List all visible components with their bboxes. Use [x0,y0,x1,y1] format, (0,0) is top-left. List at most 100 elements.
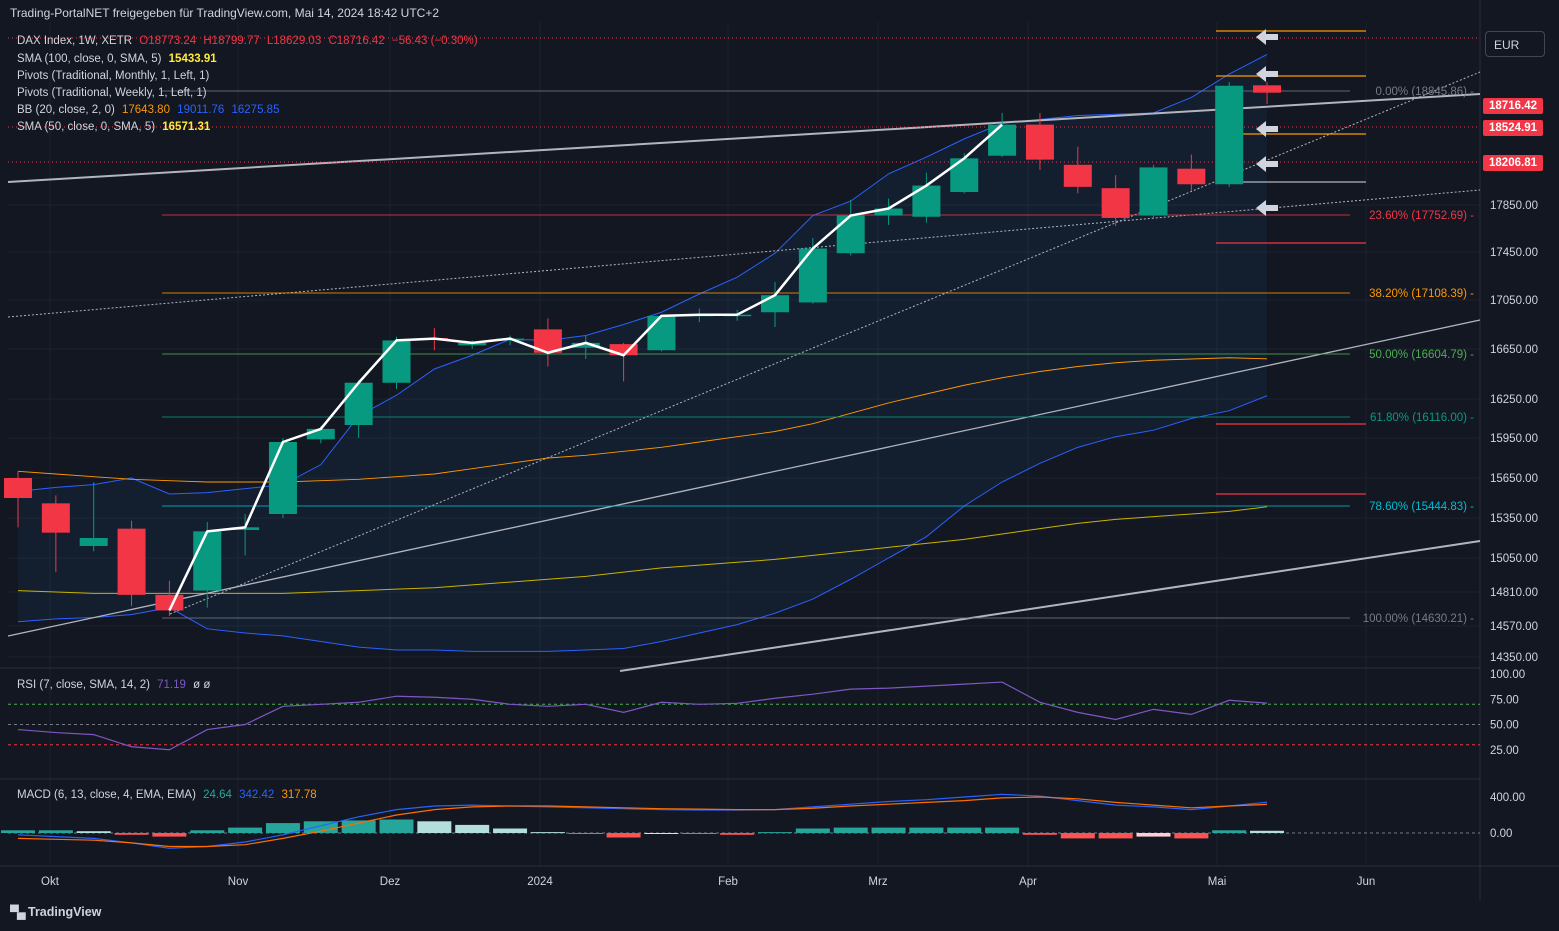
x-tick-2: Dez [380,876,401,888]
macd-hist-bar-33 [1250,830,1285,833]
macd-tick-0: 400.00 [1490,792,1525,804]
y-tick-1: 17450.00 [1490,247,1538,259]
y-tick-2: 17050.00 [1490,295,1538,307]
legend-macd: MACD (6, 13, close, 4, EMA, EMA) 24.64 3… [17,789,317,801]
macd-hist-bar-6 [228,827,263,833]
tradingview-logo[interactable]: ▀▄ TradingView [10,905,101,919]
legend-sma100-value: 15433.91 [168,53,217,65]
x-tick-1: Nov [228,876,249,888]
macd-hist-bar-10 [379,819,414,833]
macd-hist-bar-14 [530,832,565,834]
y-tick-4: 16250.00 [1490,394,1538,406]
candle-body-16 [609,344,638,356]
pivot-arrow-icon-0 [1256,29,1278,45]
last-price-label: 18716.42 [1483,98,1543,114]
x-tick-3: 2024 [527,876,553,888]
candle-body-26 [988,124,1017,156]
legend-pivots-weekly: Pivots (Traditional, Weekly, 1, Left, 1) [17,87,207,99]
legend-macd-label: MACD (6, 13, close, 4, EMA, EMA) [17,789,196,801]
legend-rsi-extra: ø ø [193,679,211,691]
fib-label-6: 100.00% (14630.21) - [1363,613,1474,625]
candle-body-33 [1253,85,1282,93]
legend-bb: BB (20, close, 2, 0) 17643.80 19011.76 1… [17,104,279,116]
candle-body-7 [268,442,297,514]
candle-body-29 [1101,188,1130,218]
candle-body-25 [950,158,979,193]
x-tick-4: Feb [718,876,738,888]
candle-body-1 [41,503,70,533]
fib-label-1: 23.60% (17752.69) - [1369,210,1474,222]
legend-macd-signal: 317.78 [281,789,317,801]
candle-body-0 [4,478,32,498]
candle-body-15 [571,342,600,348]
macd-hist-bar-18 [682,833,717,834]
candle-body-31 [1177,168,1206,185]
x-tick-5: Mrz [868,876,887,888]
y-tick-8: 15050.00 [1490,553,1538,565]
macd-hist-bar-16 [606,833,641,838]
candle-body-4 [155,594,184,611]
pivot-arrow-icon-2 [1256,121,1278,137]
pivot-price-label-2: 18206.81 [1483,155,1543,171]
legend-sma50: SMA (50, close, 0, SMA, 5) 16571.31 [17,121,210,133]
legend-high: H18799.77 [203,35,260,47]
legend-macd-hist: 24.64 [203,789,232,801]
macd-hist-bar-25 [947,827,982,833]
legend-bb-upper: 19011.76 [177,104,225,116]
macd-hist-bar-12 [455,824,490,833]
legend-symbol: DAX Index, 1W, XETR [17,35,133,47]
rsi-tick-0: 100.00 [1490,669,1525,681]
macd-hist-bar-26 [985,827,1020,833]
y-tick-9: 14810.00 [1490,587,1538,599]
legend-bb-lower: 16275.85 [231,104,280,116]
pivot-arrow-icon-1 [1256,66,1278,82]
fib-label-2: 38.20% (17108.39) - [1369,288,1474,300]
lower-channel-trendline [619,540,1481,672]
y-tick-10: 14570.00 [1490,621,1538,633]
macd-hist-bar-3 [114,833,149,835]
legend-open: O18773.24 [139,35,197,47]
fib-label-4: 61.80% (16116.00) - [1370,412,1474,424]
x-tick-7: Mai [1208,876,1227,888]
macd-hist-bar-24 [909,827,944,833]
macd-hist-bar-30 [1136,833,1171,837]
legend-change: −56.43 (−0.30%) [391,35,478,47]
macd-hist-bar-22 [833,827,868,833]
macd-hist-bar-4 [152,833,187,837]
x-tick-0: Okt [41,876,60,888]
rsi-line [17,681,1268,751]
bollinger-upper-line [17,53,1268,495]
x-tick-6: Apr [1019,876,1037,888]
snapshot-header: Trading-PortalNET freigegeben für Tradin… [10,6,440,20]
macd-hist-bar-15 [568,833,603,834]
legend-rsi-value: 71.19 [157,679,186,691]
candle-body-23 [874,208,903,216]
macd-hist-bar-0 [1,830,35,833]
candle-body-10 [382,340,411,383]
candle-body-8 [306,428,335,440]
candle-body-2 [79,538,108,546]
tradingview-mark-icon: ▀▄ [10,905,26,919]
x-tick-8: Jun [1357,876,1376,888]
legend-sma50-label: SMA (50, close, 0, SMA, 5) [17,121,156,133]
candle-body-20 [761,295,789,313]
macd-tick-1: 0.00 [1490,828,1512,840]
macd-hist-bar-11 [417,821,452,833]
pivot-arrow-icon-4 [1256,200,1278,216]
y-tick-7: 15350.00 [1490,513,1538,525]
macd-hist-bar-8 [303,821,338,833]
pivot-price-label-1: 18524.91 [1483,120,1543,136]
macd-hist-bar-20 [758,832,792,834]
candle-body-32 [1215,85,1244,185]
legend-bb-basis: 17643.80 [122,104,170,116]
candle-body-30 [1139,167,1168,216]
legend-main: DAX Index, 1W, XETR O18773.24 H18799.77 … [17,35,478,47]
candle-body-5 [193,531,222,591]
legend-sma50-value: 16571.31 [162,121,211,133]
macd-hist-bar-2 [76,831,111,833]
macd-hist-bar-29 [1098,833,1133,839]
macd-hist-bar-21 [795,828,830,833]
currency-button[interactable]: EUR [1485,31,1545,57]
